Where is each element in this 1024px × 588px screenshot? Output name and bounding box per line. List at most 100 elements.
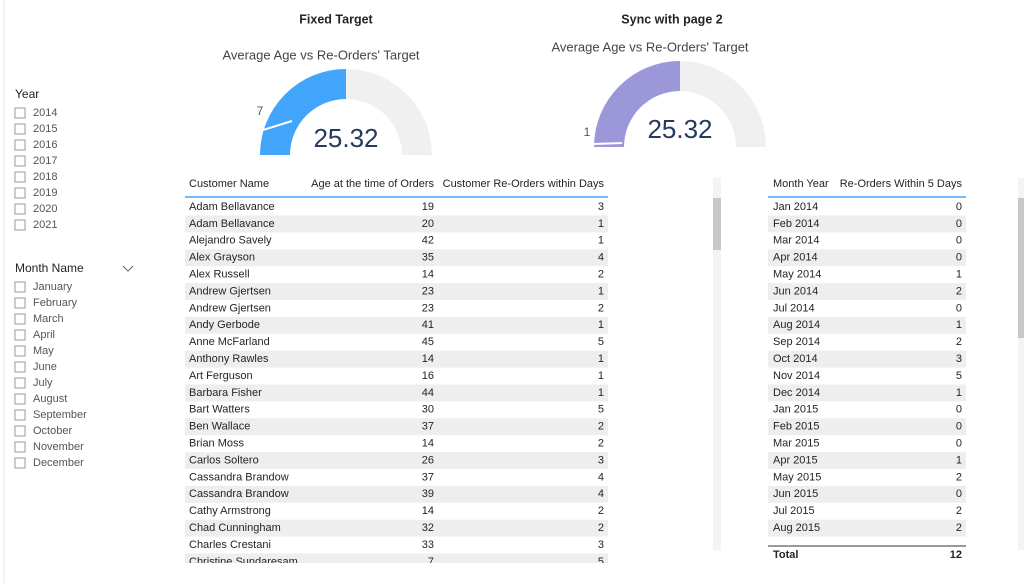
- row-band: [185, 215, 608, 233]
- total-value: 12: [950, 549, 962, 561]
- slicer-item: May: [33, 345, 54, 357]
- checkbox[interactable]: [14, 409, 26, 421]
- cell: Jan 2015: [773, 404, 818, 416]
- cell: 2: [598, 269, 604, 281]
- column-header: Customer Re-Orders within Days: [443, 178, 605, 190]
- slicer-item: January: [33, 281, 73, 293]
- cell: 1: [598, 353, 604, 365]
- row-band: [185, 316, 608, 334]
- cell: Jan 2014: [773, 201, 818, 213]
- row-band: [185, 283, 608, 300]
- cell: 3: [598, 201, 604, 213]
- cell: Jun 2015: [773, 488, 818, 500]
- cell: 0: [956, 438, 962, 450]
- cell: May 2015: [773, 471, 821, 483]
- checkbox[interactable]: [14, 203, 26, 215]
- scrollbar[interactable]: [1018, 178, 1024, 550]
- cell: 2: [598, 438, 604, 450]
- month-table: Month Year Re-Orders Within 5 Days Jan 201…: [768, 178, 966, 537]
- checkbox[interactable]: [14, 139, 26, 151]
- gauge-header: Sync with page 2: [621, 12, 722, 26]
- checkbox[interactable]: [14, 457, 26, 469]
- checkbox[interactable]: [14, 361, 26, 373]
- scroll-thumb[interactable]: [713, 198, 721, 250]
- slicer-item: 2018: [33, 171, 57, 183]
- cell: 0: [956, 488, 962, 500]
- slicer-item: 2020: [33, 203, 57, 215]
- checkbox[interactable]: [14, 155, 26, 167]
- orders-table: Customer Name Age at the time of Orders Cu…: [185, 178, 608, 563]
- gauge-target-label: 7: [257, 104, 264, 118]
- gauge-title: Average Age vs Re-Orders' Target: [222, 47, 419, 62]
- cell: Charles Crestani: [189, 539, 271, 551]
- cell: Apr 2015: [773, 454, 818, 466]
- cell: Cassandra Brandow: [189, 471, 289, 483]
- checkbox[interactable]: [14, 187, 26, 199]
- checkbox[interactable]: [14, 297, 26, 309]
- cell: Apr 2014: [773, 252, 818, 264]
- cell: Andrew Gjertsen: [189, 285, 271, 297]
- checkbox[interactable]: [14, 219, 26, 231]
- row-band: [768, 350, 966, 368]
- cell: 0: [956, 302, 962, 314]
- checkbox[interactable]: [14, 345, 26, 357]
- chevron[interactable]: [122, 265, 134, 272]
- cell: Mar 2015: [773, 438, 819, 450]
- cell: 1: [598, 319, 604, 331]
- cell: 0: [956, 404, 962, 416]
- slicer-title: Year: [15, 87, 39, 101]
- row-band: [768, 283, 966, 300]
- cell: Art Ferguson: [189, 370, 253, 382]
- checkbox[interactable]: [14, 393, 26, 405]
- row-band: [768, 452, 966, 469]
- checkbox[interactable]: [14, 425, 26, 437]
- slicer-item: July: [33, 377, 53, 389]
- slicer-item: November: [33, 441, 84, 453]
- cell: 0: [956, 201, 962, 213]
- row-band: [768, 384, 966, 402]
- cell: 0: [956, 421, 962, 433]
- gauge-target: [262, 120, 293, 131]
- row-band: [768, 485, 966, 503]
- cell: 42: [422, 235, 434, 247]
- cell: 4: [598, 471, 604, 483]
- slicer-item: August: [33, 393, 67, 405]
- gauge-value: 25.32: [647, 114, 712, 144]
- cell: Anthony Rawles: [189, 353, 269, 365]
- checkbox[interactable]: [14, 171, 26, 183]
- checkbox[interactable]: [14, 313, 26, 325]
- cell: 1: [598, 235, 604, 247]
- checkbox[interactable]: [14, 123, 26, 135]
- row-band: [768, 249, 966, 267]
- slicer-item: February: [33, 297, 78, 309]
- slicers: 2014 2015 2016 2017 2018 2019 2020 2021 January F…: [14, 107, 87, 469]
- cell: 2: [956, 336, 962, 348]
- cell: Feb 2015: [773, 421, 819, 433]
- checkbox[interactable]: [14, 107, 26, 119]
- cell: Chad Cunningham: [189, 522, 281, 534]
- cell: Barbara Fisher: [189, 387, 262, 399]
- scrollbar[interactable]: [713, 178, 721, 550]
- row-band: [768, 418, 966, 436]
- row-band: [768, 215, 966, 233]
- checkbox[interactable]: [14, 441, 26, 453]
- gauge-title: Average Age vs Re-Orders' Target: [551, 39, 748, 54]
- cell: 3: [598, 454, 604, 466]
- gauge-fill: [594, 61, 680, 147]
- row-band: [185, 553, 608, 563]
- slicer-item: September: [33, 409, 87, 421]
- checkbox[interactable]: [14, 281, 26, 293]
- slicer-item: March: [33, 313, 64, 325]
- cell: 44: [422, 387, 434, 399]
- cell: Carlos Soltero: [189, 454, 259, 466]
- cell: 14: [422, 353, 434, 365]
- column-header: Month Year: [773, 178, 829, 190]
- scroll-thumb[interactable]: [1018, 198, 1024, 338]
- checkbox[interactable]: [14, 377, 26, 389]
- slicer-item: April: [33, 329, 55, 341]
- checkbox[interactable]: [14, 329, 26, 341]
- cell: Alejandro Savely: [189, 235, 272, 247]
- cell: Dec 2014: [773, 387, 820, 399]
